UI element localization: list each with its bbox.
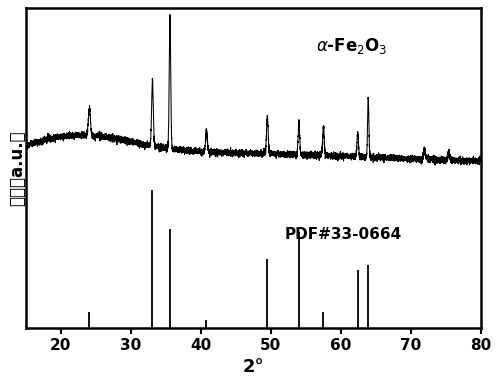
Y-axis label: 强度（a.u.）: 强度（a.u.） bbox=[8, 131, 26, 206]
Text: PDF#33-0664: PDF#33-0664 bbox=[285, 227, 402, 242]
X-axis label: 2°: 2° bbox=[242, 358, 264, 376]
Text: $\alpha$-Fe$_2$O$_3$: $\alpha$-Fe$_2$O$_3$ bbox=[316, 36, 388, 56]
